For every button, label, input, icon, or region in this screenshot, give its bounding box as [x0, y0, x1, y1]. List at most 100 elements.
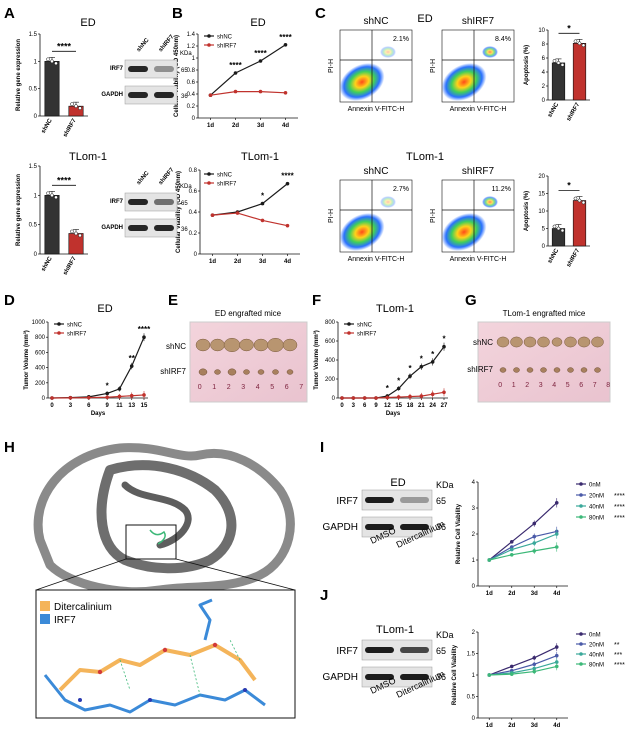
data-point-0-0	[46, 191, 50, 196]
flow-bot-shirf7-cluster	[441, 213, 487, 251]
data-point-0-1	[556, 226, 561, 231]
blot-i-65: 65	[436, 496, 446, 506]
panel-letter-e: E	[168, 292, 178, 309]
tumors-g-ruler-3: 3	[539, 382, 543, 389]
panel-letter-i: I	[320, 439, 324, 456]
point-significance-5: *	[442, 335, 446, 344]
x-tick-label-0: shNC	[41, 117, 54, 134]
flow-top-shirf7-ylabel: PI-H	[430, 59, 437, 73]
series-point-3-0	[487, 558, 492, 562]
nitrogen-atom-0	[78, 698, 82, 702]
data-point-0-1	[50, 193, 54, 198]
tumor-photo-g-bg	[477, 321, 611, 403]
legend-marker-1	[579, 493, 583, 497]
series-point-3-0	[487, 673, 492, 677]
blot-a-top-gapdh: GAPDH	[101, 92, 123, 98]
point-significance-0: ****	[229, 61, 242, 70]
tumors-e-ruler-5: 5	[270, 384, 274, 391]
series-point-1-0	[340, 396, 344, 400]
y-axis-label: Relative Cell Viability	[452, 644, 458, 705]
zoom-box	[125, 524, 177, 560]
y-tick-label-1: 0.5	[467, 695, 476, 701]
y-tick-label-4: 4	[472, 480, 476, 486]
flow-bot-shnc-ylabel: PI-H	[328, 209, 335, 223]
tumors-e-ruler-0: 0	[198, 384, 202, 391]
legend-label-0: 0nM	[589, 633, 601, 639]
series-point-0-3	[283, 43, 288, 47]
blot-j-gapdh: GAPDH	[322, 672, 358, 683]
y-axis-label: Apoptosis (%)	[524, 191, 530, 231]
series-point-1-0	[210, 213, 215, 217]
legend-label-1: 20nM	[589, 643, 604, 649]
x-tick-label-0: 0	[340, 403, 344, 409]
x-tick-label-0: shNC	[547, 101, 560, 118]
series-point-1-1	[235, 211, 240, 215]
series-point-1-0	[50, 396, 54, 400]
legend-marker-1	[347, 331, 351, 335]
data-point-1-1	[577, 41, 582, 46]
flow-bot-shirf7-percent: 11.2%	[492, 186, 511, 193]
y-tick-label-3: 6	[542, 56, 546, 62]
western-blots-ij: IRF7GAPDHKDa6536DMSODitercaliniumIRF7GAP…	[322, 480, 453, 700]
point-significance-4: *	[431, 350, 435, 359]
data-point-1-1	[577, 198, 582, 203]
series-line-shnc	[51, 336, 145, 399]
legend-marker-0	[347, 322, 351, 326]
point-significance-2: ****	[138, 325, 151, 334]
x-tick-label-2: 3d	[531, 591, 538, 597]
tumors-g-shnc-4	[551, 337, 563, 347]
flow-top-shnc-cluster	[339, 63, 385, 101]
x-tick-label-3: 4d	[284, 259, 291, 265]
blot-i-irf7-band-0	[365, 497, 394, 503]
panel-letter-f: F	[312, 292, 321, 309]
tumors-e-shirf7-6	[286, 369, 294, 375]
y-axis-label: Cellular Viability (OD 450nm)	[176, 171, 182, 253]
series-point-1-1	[233, 89, 238, 94]
x-tick-label-9: 27	[441, 403, 448, 409]
tumor-photo-g: TLom-1 engrafted mice shNC shIRF7 0 1 2 3 4 5…	[467, 309, 611, 403]
chart-a-top: 0 0.5 1 1.5 Relative gene expression shNC shIR…	[16, 32, 88, 138]
x-tick-label-8: 24	[429, 403, 436, 409]
flow-top-shirf7-percent: 8.4%	[495, 36, 511, 43]
blot-j-65: 65	[436, 646, 446, 656]
title-a-top: ED	[80, 17, 95, 29]
series-point-1-2	[258, 89, 263, 94]
tumors-e: 0 1 2 3 4 5 6 7	[195, 337, 303, 391]
blot-a-bot-gapdh-band-1	[154, 225, 174, 231]
legend-significance-1: ****	[614, 493, 625, 500]
legend-label-3: 80nM	[589, 663, 604, 669]
legend-label-2: 40nM	[589, 653, 604, 659]
flow-top-shnc-ylabel: PI-H	[328, 59, 335, 73]
x-axis-label: Days	[91, 411, 106, 417]
significance-label: ****	[57, 41, 72, 51]
title-a-bot: TLom-1	[69, 151, 107, 163]
series-point-0-2	[258, 59, 263, 63]
zoom-line-right	[175, 558, 296, 591]
panel-letter-c: C	[315, 5, 326, 22]
data-point-0-1	[50, 59, 54, 64]
y-tick-label-2: 0.4	[187, 92, 196, 98]
legend-significance-2: ****	[614, 504, 625, 511]
flow-cytometry-c: 2.1% shNC Annexin V-FITC-H PI-H 8.4% shIRF7 An…	[328, 16, 515, 263]
legend-marker-1	[207, 43, 211, 47]
blot-a-bot-irf7-frame	[124, 192, 178, 212]
blot-i-irf7: IRF7	[336, 496, 358, 507]
y-tick-label-7: 1.4	[187, 32, 196, 38]
chart-b-bottom: 0 0.2 0.4 0.6 0.8 Cellular Viability (OD 450n…	[176, 168, 300, 265]
legend-label-1: 20nM	[589, 494, 604, 500]
data-point-1-0	[70, 229, 74, 234]
y-tick-label-3: 1.5	[29, 164, 38, 170]
blot-a-bot-irf7: IRF7	[110, 199, 124, 205]
y-tick-label-1: 200	[325, 377, 336, 383]
chart-i: 0 1 2 3 4 Relative Cell Viability 1d 2d 3d 4d 0nM 2…	[456, 480, 625, 597]
data-point-0-0	[46, 57, 50, 62]
legend-marker-3	[579, 662, 583, 666]
blot-a-top-65: 65	[181, 68, 188, 74]
y-tick-label-1: 1	[472, 558, 476, 564]
hbond-0	[119, 659, 131, 691]
data-point-1-0	[70, 102, 74, 107]
x-tick-label-5: 15	[395, 403, 402, 409]
